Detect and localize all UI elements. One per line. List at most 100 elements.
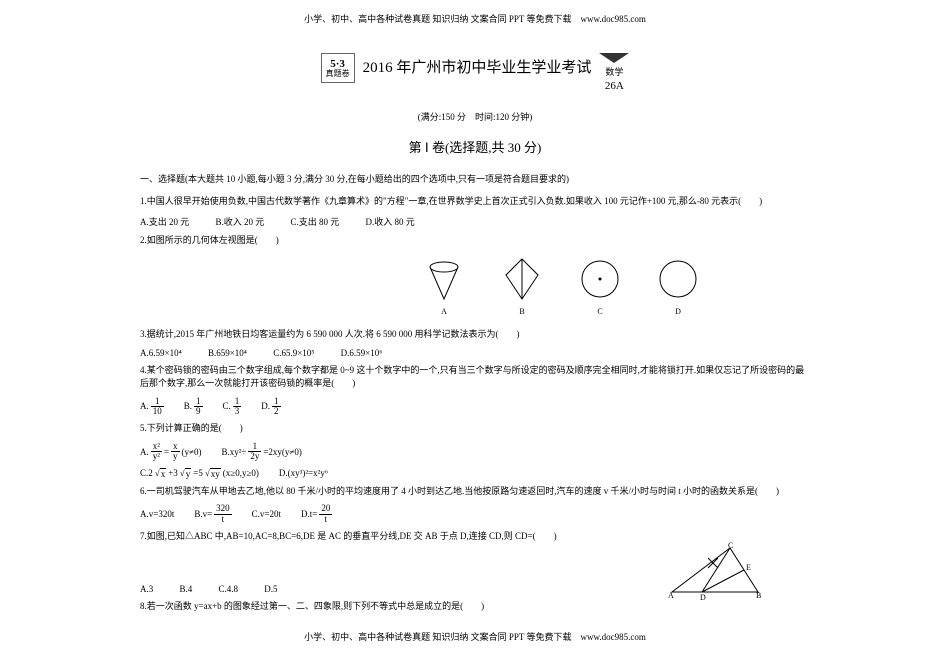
- instructions: 一、选择题(本大题共 10 小题,每小题 3 分,满分 30 分,在每小题给出的…: [140, 172, 810, 185]
- flag-subject: 数学: [599, 65, 629, 78]
- svg-text:C: C: [728, 541, 733, 550]
- title-row: 5·3 真题卷 2016 年广州市初中毕业生学业考试 数学 26A: [140, 53, 810, 92]
- q7-opt-a: A.3: [140, 584, 153, 594]
- fig-a-caption: A: [420, 307, 468, 316]
- q5-opt-c: C.2 √x +3 √y =5 √xy (x≥0,y≥0): [140, 468, 259, 479]
- fig-d-caption: D: [654, 307, 702, 316]
- radical-icon: √y: [180, 468, 191, 479]
- q3-opt-d: D.6.59×10⁶: [341, 348, 383, 358]
- q4-opt-b: B.19: [184, 397, 203, 417]
- q3-opt-c: C.65.9×10⁵: [273, 348, 314, 358]
- q4-opt-a: A.110: [140, 397, 164, 417]
- q5b-den: 2y: [248, 452, 261, 461]
- q5-opt-d: D.(xy³)²=x²y⁶: [279, 468, 328, 478]
- q5a-post: (y≠0): [182, 447, 202, 457]
- q4-opt-c: C.13: [223, 397, 242, 417]
- q1-opt-a: A.支出 20 元: [140, 217, 189, 227]
- badge: 5·3 真题卷: [321, 53, 355, 83]
- q5-options-row1: A. x²y² = xy (y≠0) B.xy²÷ 12y =2xy(y≠0): [140, 442, 810, 462]
- q6d-pre: D.t=: [301, 509, 317, 519]
- fig-d: D: [654, 255, 702, 316]
- q4a-label: A.: [140, 401, 149, 411]
- q1-opt-c: C.支出 80 元: [291, 217, 340, 227]
- question-4: 4.某个密码锁的密码由三个数字组成,每个数字都是 0~9 这十个数字中的一个,只…: [140, 364, 810, 391]
- fig-c-caption: C: [576, 307, 624, 316]
- q4-opt-d: D.12: [261, 397, 280, 417]
- question-5: 5.下列计算正确的是( ): [140, 422, 810, 436]
- subject-flag: 数学 26A: [599, 53, 629, 92]
- q7-opt-d: D.5: [264, 584, 277, 594]
- fig-b-caption: B: [498, 307, 546, 316]
- footer-text: 小学、初中、高中各种试卷真题 知识归纳 文案合同 PPT 等免费下载 www.d…: [0, 630, 950, 643]
- cone-icon: [420, 255, 468, 303]
- q6-opt-b: B.v= 320t: [194, 504, 231, 524]
- q5a-pre: A.: [140, 447, 149, 457]
- exam-meta: (满分:150 分 时间:120 分钟): [140, 110, 810, 123]
- fig-c: C: [576, 255, 624, 316]
- q5c-end: (x≥0,y≥0): [223, 468, 259, 478]
- flag-code: 26A: [599, 80, 629, 92]
- fig-b: B: [498, 255, 546, 316]
- svg-text:A: A: [668, 591, 674, 600]
- header-text: 小学、初中、高中各种试卷真题 知识归纳 文案合同 PPT 等免费下载 www.d…: [140, 12, 810, 25]
- q5b-post: =2xy(y≠0): [263, 447, 302, 457]
- q4a-den: 10: [151, 407, 164, 416]
- circle-icon: [654, 255, 702, 303]
- svg-text:D: D: [700, 593, 706, 600]
- q6-opt-c: C.v=20t: [252, 509, 281, 519]
- question-1: 1.中国人很早开始使用负数,中国古代数学著作《九章算术》的"方程"一章,在世界数…: [140, 195, 810, 209]
- question-2: 2.如图所示的几何体左视图是( ): [140, 234, 810, 248]
- q6-options: A.v=320t B.v= 320t C.v=20t D.t= 20t: [140, 504, 810, 524]
- q5b-pre: B.xy²÷: [221, 447, 246, 457]
- q5a-den: y²: [151, 452, 162, 461]
- q5a-eq: =: [164, 447, 169, 457]
- radical-icon: √xy: [205, 468, 221, 479]
- q5c-post: =5: [193, 468, 203, 478]
- q3-opt-a: A.6.59×10⁴: [140, 348, 182, 358]
- q4b-den: 9: [194, 407, 203, 416]
- q5a2-den: y: [171, 452, 180, 461]
- q6-opt-d: D.t= 20t: [301, 504, 332, 524]
- svg-text:B: B: [756, 591, 761, 600]
- q5c-rady: y: [185, 468, 192, 479]
- q2-figures: A B C D: [420, 255, 810, 316]
- main-title: 2016 年广州市初中毕业生学业考试: [363, 53, 592, 83]
- q3-opt-b: B.659×10⁴: [208, 348, 247, 358]
- q7-opt-b: B.4: [180, 584, 193, 594]
- badge-bottom: 真题卷: [326, 70, 350, 79]
- question-6: 6.一司机驾驶汽车从甲地去乙地,他以 80 千米/小时的平均速度用了 4 小时到…: [140, 485, 810, 499]
- section-title: 第 Ⅰ 卷(选择题,共 30 分): [140, 137, 810, 156]
- q5c-radx: x: [160, 468, 167, 479]
- triangle-icon: A B C D E: [660, 540, 770, 600]
- fig-a: A: [420, 255, 468, 316]
- q6b-pre: B.v=: [194, 509, 212, 519]
- q5c-mid: +3: [168, 468, 178, 478]
- q1-options: A.支出 20 元 B.收入 20 元 C.支出 80 元 D.收入 80 元: [140, 215, 810, 228]
- question-3: 3.据统计,2015 年广州地铁日均客运量约为 6 590 000 人次.将 6…: [140, 328, 810, 342]
- q5-options-row2: C.2 √x +3 √y =5 √xy (x≥0,y≥0) D.(xy³)²=x…: [140, 468, 810, 479]
- q5c-radxy: xy: [210, 468, 221, 479]
- q3-options: A.6.59×10⁴ B.659×10⁴ C.65.9×10⁵ D.6.59×1…: [140, 348, 810, 358]
- q5c-pre: C.2: [140, 468, 153, 478]
- svg-text:E: E: [746, 563, 751, 572]
- q1-opt-b: B.收入 20 元: [216, 217, 265, 227]
- q4c-den: 3: [233, 407, 242, 416]
- q6d-den: t: [319, 515, 332, 524]
- q4d-den: 2: [272, 407, 281, 416]
- q5-opt-a: A. x²y² = xy (y≠0): [140, 442, 201, 462]
- q6b-den: t: [214, 515, 232, 524]
- radical-icon: √x: [155, 468, 166, 479]
- q6-opt-a: A.v=320t: [140, 509, 174, 519]
- q2-text: 2.如图所示的几何体左视图是( ): [140, 235, 279, 245]
- rhombus-icon: [498, 255, 546, 303]
- badge-top: 5·3: [330, 58, 345, 70]
- q4-options: A.110 B.19 C.13 D.12: [140, 397, 810, 417]
- q7-opt-c: C.4.8: [219, 584, 239, 594]
- q4b-label: B.: [184, 401, 192, 411]
- q7-figure: A B C D E: [660, 540, 770, 602]
- circle-dot-icon: [576, 255, 624, 303]
- flag-arrow-icon: [599, 53, 629, 63]
- q5-opt-b: B.xy²÷ 12y =2xy(y≠0): [221, 442, 301, 462]
- q4d-label: D.: [261, 401, 270, 411]
- q4c-label: C.: [223, 401, 231, 411]
